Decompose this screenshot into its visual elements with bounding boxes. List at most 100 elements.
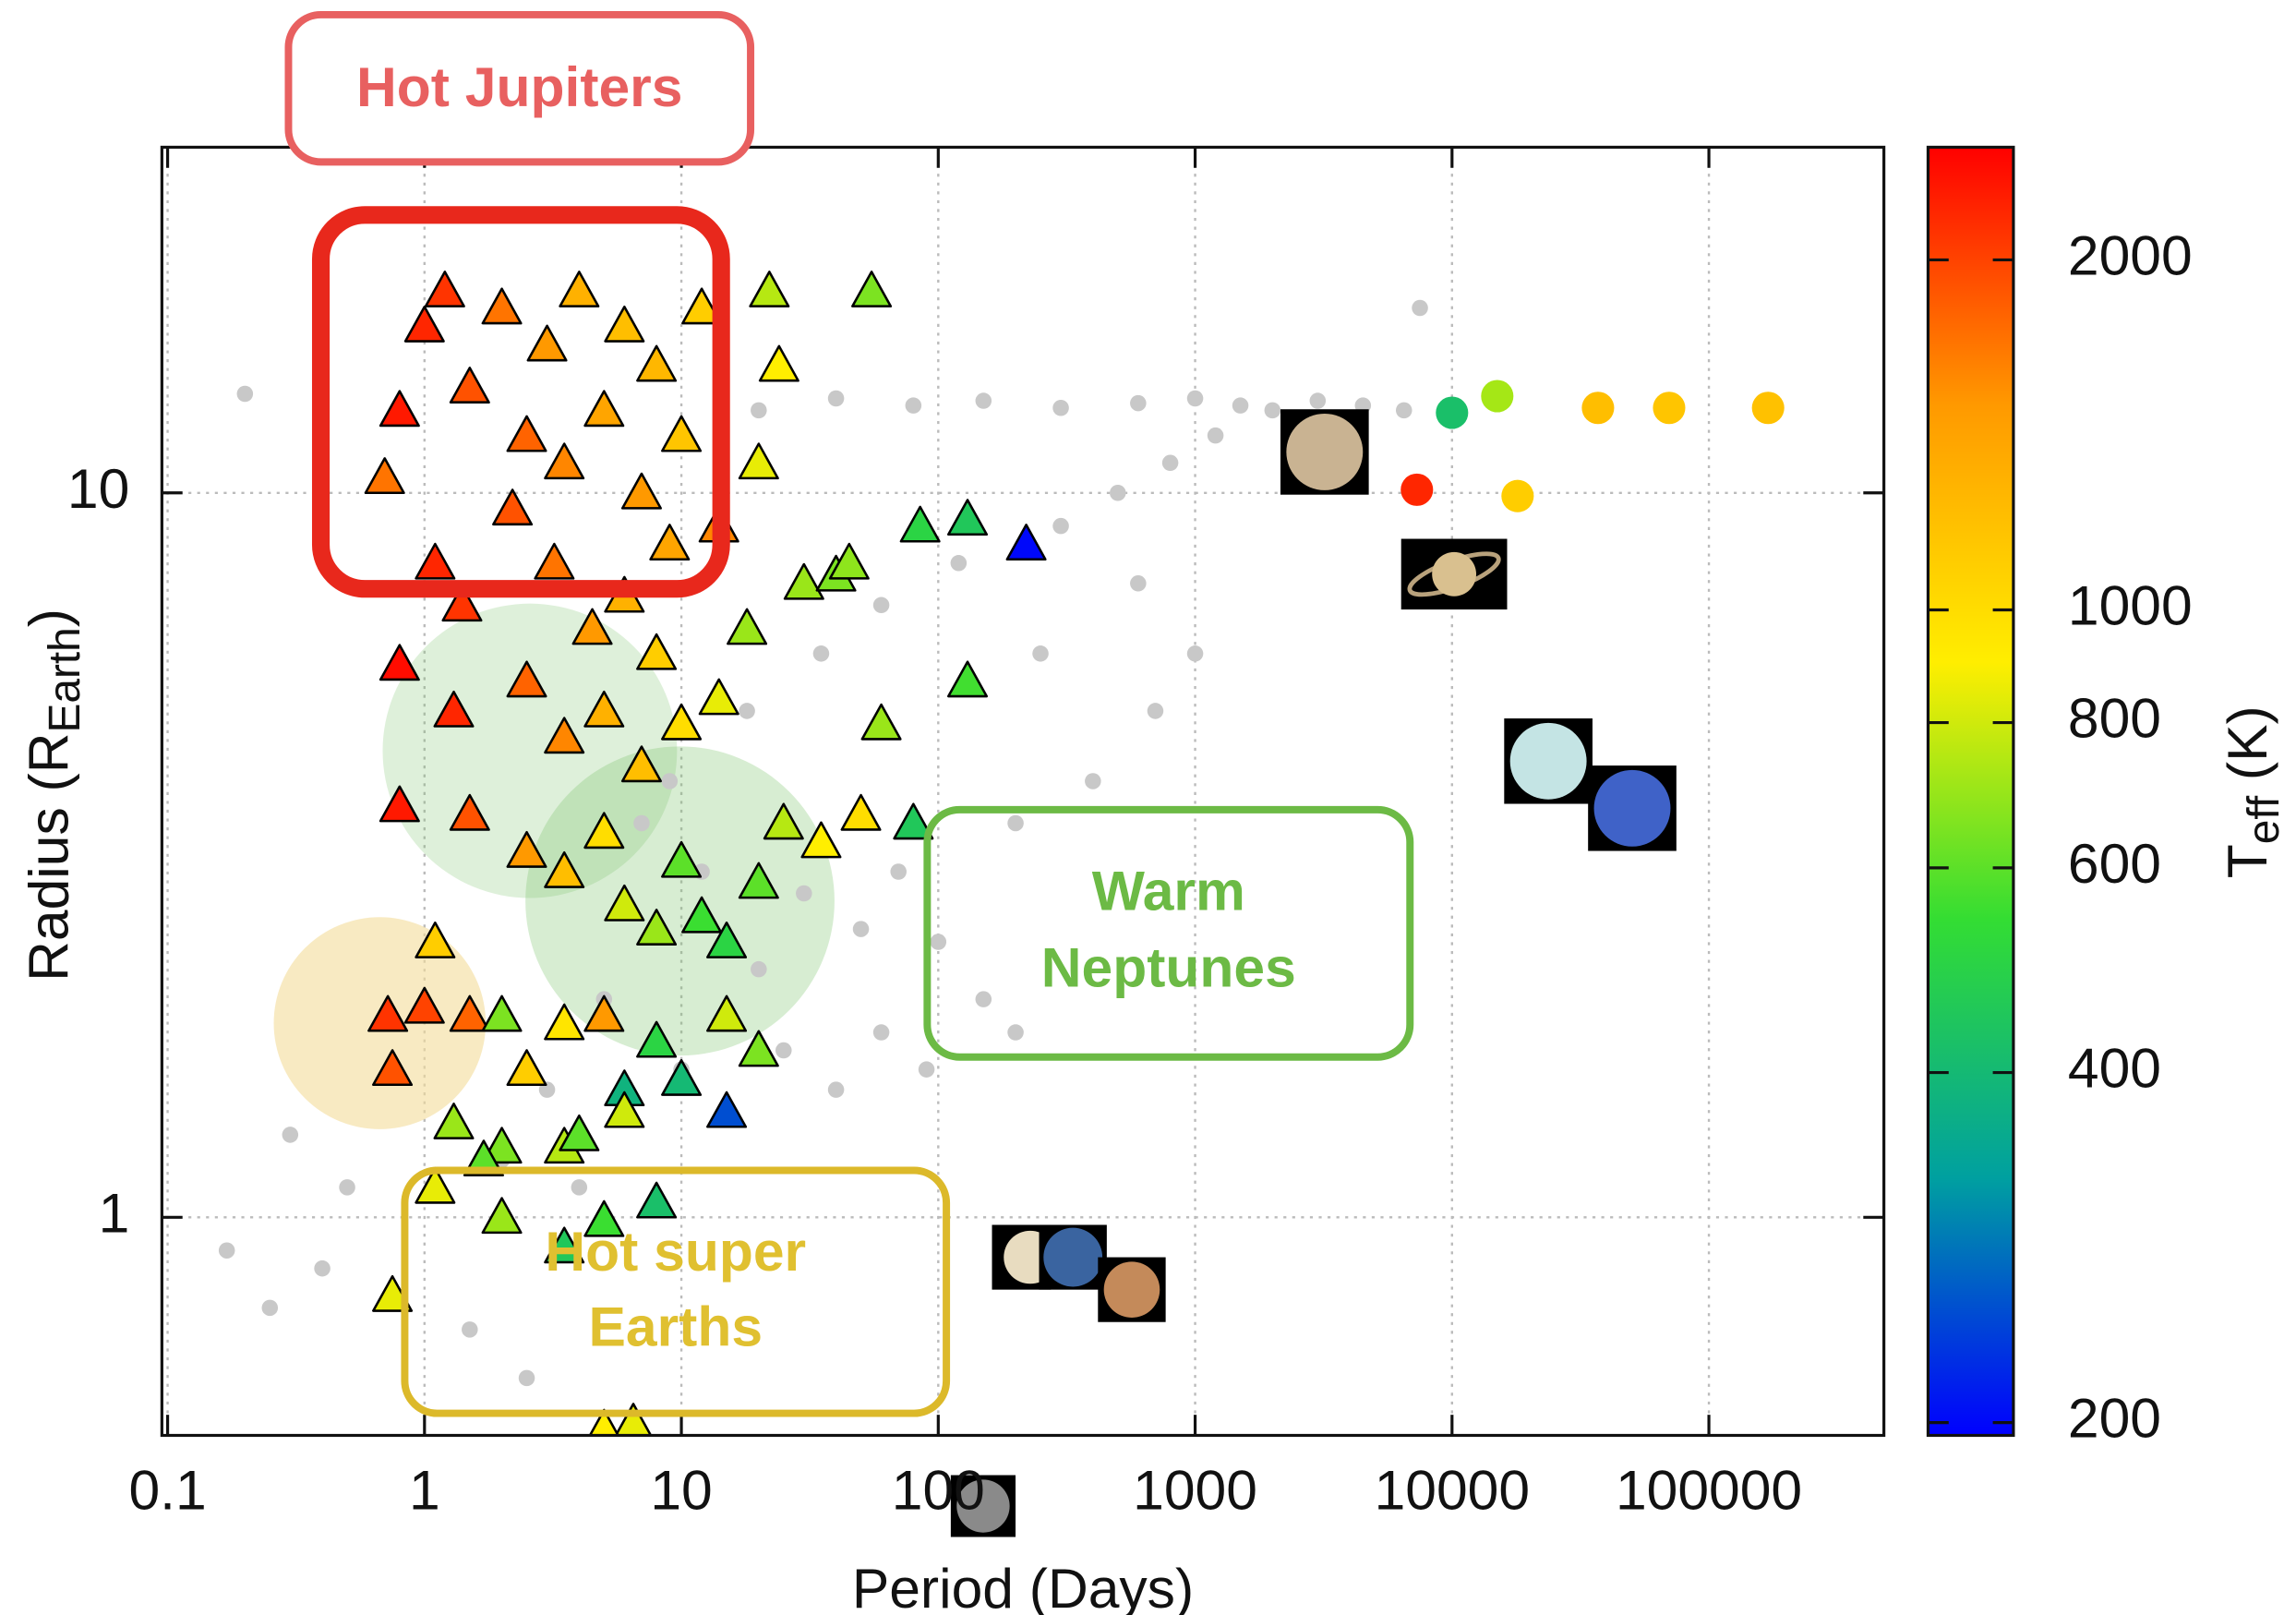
- colorbar-ticks: 200 400 600 800 1000 2000: [1928, 223, 2193, 1450]
- triangle-point: [379, 390, 420, 428]
- circle-point: [1110, 484, 1126, 501]
- triangle-point: [893, 802, 934, 840]
- triangle-point: [481, 994, 523, 1032]
- triangle-point: [800, 821, 842, 859]
- annotation: Hot Jupiters: [356, 55, 682, 118]
- circle-point: [751, 402, 767, 419]
- triangle-point: [614, 1403, 653, 1436]
- triangle-point: [559, 1114, 600, 1151]
- triangle-point: [851, 271, 893, 307]
- circle-point: [1412, 299, 1428, 317]
- triangle-point: [636, 909, 678, 946]
- circle-point: [872, 597, 890, 614]
- mercury-disk: [956, 1479, 1010, 1533]
- y-axis-label-part: ): [17, 609, 79, 627]
- triangle-point: [379, 644, 420, 681]
- annotation-box: [284, 10, 755, 166]
- circle-point: [1395, 402, 1412, 419]
- triangle-point: [620, 472, 662, 510]
- x-tick-label: 100: [892, 1458, 985, 1521]
- triangle-point: [636, 344, 678, 382]
- triangle-point: [604, 305, 645, 343]
- triangle-point: [583, 1199, 625, 1237]
- circle-point: [314, 1259, 331, 1277]
- circle-point: [975, 991, 992, 1007]
- triangle-point: [506, 1049, 547, 1087]
- circle-point: [1653, 392, 1686, 425]
- colorbar-tick-label: 800: [2068, 687, 2161, 750]
- saturn-disk: [1432, 551, 1477, 597]
- triangle-point: [463, 1139, 504, 1177]
- colorbar-tick-label: 600: [2068, 832, 2161, 895]
- circle-point: [1130, 394, 1147, 412]
- triangle-point: [544, 717, 585, 754]
- grid: [162, 147, 1884, 1436]
- triangle-point: [403, 986, 445, 1024]
- triangle-point: [481, 1197, 523, 1235]
- x-tick-label: 100000: [1616, 1458, 1802, 1521]
- triangle-point: [449, 367, 490, 404]
- triangle-point: [367, 994, 409, 1032]
- x-tick-label: 10000: [1375, 1458, 1530, 1521]
- triangle-point: [506, 415, 547, 452]
- x-axis-label: Period (Days): [852, 1557, 1194, 1615]
- triangle-point: [559, 271, 600, 307]
- triangle-point: [415, 1166, 456, 1204]
- triangle-point: [449, 793, 490, 831]
- triangle-point: [661, 840, 703, 878]
- circle-point: [518, 1369, 535, 1387]
- triangle-point: [706, 1091, 748, 1128]
- x-tick-label: 0.1: [128, 1458, 206, 1521]
- triangle-point: [899, 505, 941, 543]
- colorbar-tick-label: 400: [2068, 1037, 2161, 1100]
- triangle-point: [828, 542, 870, 580]
- circle-point: [1581, 392, 1615, 425]
- mars-disk: [1103, 1261, 1160, 1318]
- planet-icons: [950, 409, 1677, 1537]
- circle-point: [1186, 390, 1204, 407]
- x-tick-label: 10: [650, 1458, 712, 1521]
- annotation: Neptunes: [1041, 935, 1296, 998]
- triangle-point: [758, 344, 799, 382]
- triangle-point: [526, 324, 568, 362]
- circle-point: [661, 773, 679, 789]
- triangle-point: [840, 793, 882, 831]
- triangle-point: [506, 660, 547, 698]
- triangle-point: [364, 457, 405, 494]
- triangle-point: [947, 660, 989, 698]
- triangle-point: [433, 690, 475, 728]
- circle-point: [739, 703, 755, 719]
- circle-point: [918, 1061, 935, 1078]
- triangle-point: [506, 830, 547, 868]
- circle-point: [1207, 427, 1224, 444]
- circle-point: [218, 1242, 235, 1259]
- circle-point: [812, 645, 830, 662]
- triangle-point: [727, 608, 768, 645]
- x-tick-label: 1000: [1133, 1458, 1257, 1521]
- circle-point: [1501, 479, 1534, 512]
- circle-point: [1264, 402, 1281, 419]
- circle-point: [236, 385, 254, 403]
- circle-point: [1007, 814, 1024, 832]
- triangle-point: [441, 585, 483, 622]
- circle-point: [633, 814, 650, 832]
- y-tick-label: 1: [99, 1181, 130, 1244]
- triangle-point: [738, 442, 779, 480]
- circle-point: [1232, 397, 1249, 414]
- triangle-point: [947, 499, 989, 536]
- triangle-point: [534, 542, 575, 580]
- circle-point: [1147, 703, 1164, 719]
- circle-point: [261, 1299, 279, 1317]
- triangle-point: [749, 271, 790, 307]
- circle-point: [1481, 380, 1514, 413]
- colorbar-label-sub: eff: [2240, 795, 2289, 844]
- triangle-point: [860, 703, 902, 741]
- colorbar-label-part: T: [2216, 844, 2278, 878]
- circle-point: [1130, 575, 1147, 592]
- triangle-point: [636, 1181, 678, 1219]
- triangle-point: [681, 896, 723, 934]
- annotation: Hot super: [545, 1220, 806, 1283]
- earth-disk: [1043, 1227, 1103, 1287]
- triangle-point: [763, 802, 804, 840]
